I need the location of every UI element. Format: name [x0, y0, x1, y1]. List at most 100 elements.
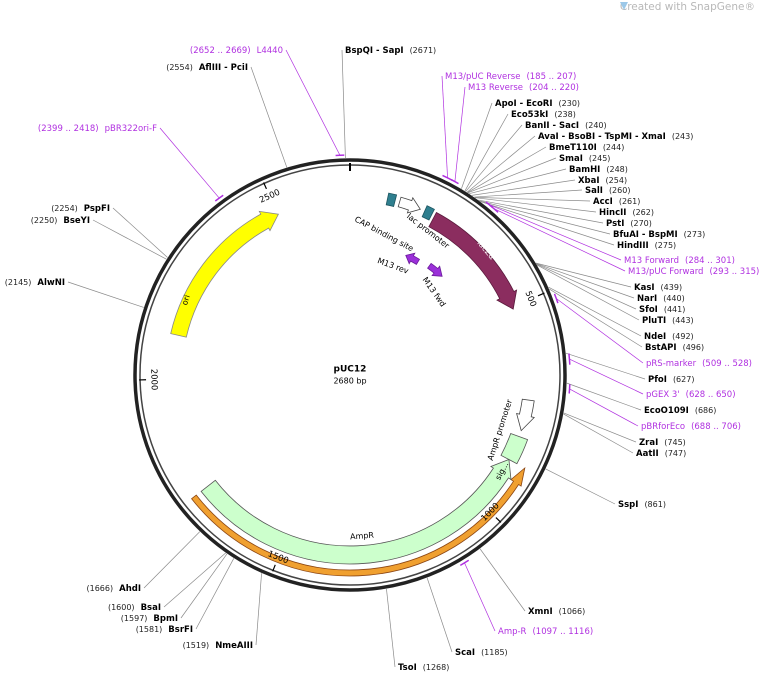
site-label: (2250) BseYI: [31, 216, 90, 226]
position: (441): [664, 305, 686, 314]
name: M13 Forward: [624, 256, 679, 266]
site-label: (1600) BsaI: [108, 603, 161, 613]
leader-line: [474, 189, 583, 198]
site-label: SfoI (441): [639, 305, 685, 315]
leader-line: [545, 468, 616, 505]
name: PfoI: [648, 375, 667, 385]
name: EcoO109I: [644, 406, 689, 416]
site-label: KasI (439): [634, 283, 682, 293]
leader-line: [536, 263, 635, 299]
position: (440): [663, 294, 685, 303]
name: AvaI - BsoBI - TspMI - XmaI: [538, 132, 666, 142]
position: (1581): [136, 625, 163, 634]
ruler-label: 2000: [148, 369, 159, 391]
leader-line: [469, 168, 567, 194]
site-label: BspQI - SapI (2671): [345, 46, 436, 56]
name: TsoI: [398, 663, 417, 673]
name: BspQI - SapI: [345, 46, 404, 56]
primer-leader: [569, 388, 639, 427]
primer-leader: [159, 127, 220, 199]
leader-line: [143, 531, 201, 589]
ori-arrow: [170, 210, 280, 338]
site-label: SalI (260): [585, 186, 630, 196]
site-label: XbaI (254): [578, 176, 627, 186]
name: PluTI: [642, 316, 666, 326]
plasmid-name: pUC12: [334, 365, 367, 375]
primer-label: pBRforEco (688 .. 706): [641, 422, 741, 432]
position: (2671): [410, 46, 437, 55]
feature-label: M13 fwd: [421, 276, 448, 309]
feature-label: ori: [180, 294, 192, 307]
site-label: (2145) AlwNI: [5, 278, 65, 288]
position: (439): [661, 283, 683, 292]
position: (230): [559, 99, 581, 108]
position: (243): [672, 132, 694, 141]
position: (1185): [481, 648, 508, 657]
name: AccI: [593, 197, 613, 207]
position: (2254): [51, 204, 78, 213]
site-label: BfuAI - BspMI (273): [613, 230, 705, 240]
position: (861): [644, 500, 666, 509]
leader-line: [195, 558, 235, 630]
site-label: SspI (861): [618, 500, 666, 510]
name: Amp-R: [498, 627, 527, 637]
name: pBRforEco: [641, 422, 685, 432]
name: ZraI: [639, 438, 658, 448]
name: AhdI: [119, 584, 141, 594]
name: BmeT110I: [549, 143, 597, 153]
ruler-label: 2500: [258, 188, 282, 206]
name: SalI: [585, 186, 603, 196]
position: (686): [695, 406, 717, 415]
leader-line: [250, 66, 288, 168]
primer-leader: [285, 49, 341, 156]
site-label: NarI (440): [637, 294, 685, 304]
position: (254): [606, 176, 628, 185]
primer-leader: [569, 358, 644, 395]
position: (284 .. 301): [685, 256, 735, 266]
position: (275): [655, 241, 677, 250]
site-label: BstAPI (496): [645, 343, 704, 353]
leader-line: [465, 124, 523, 192]
name: pGEX 3': [646, 390, 680, 400]
primer-leader: [441, 75, 448, 178]
position: (627): [673, 375, 695, 384]
site-label: (1597) BpmI: [121, 614, 178, 624]
leader-line: [474, 197, 591, 202]
leader-line: [466, 135, 536, 193]
primer-leader: [493, 208, 626, 272]
site-label: SmaI (245): [559, 154, 610, 164]
position: (2250): [31, 216, 58, 225]
backbone-outer: [133, 158, 567, 592]
leader-line: [67, 281, 144, 308]
name: PstI: [606, 219, 624, 229]
name: AatII: [636, 449, 659, 459]
position: (2554): [166, 63, 193, 72]
position: (2145): [5, 278, 32, 287]
leader-line: [386, 588, 396, 668]
position: (260): [609, 186, 631, 195]
feature-label: AmpR: [350, 531, 375, 542]
name: M13/pUC Reverse: [445, 72, 520, 82]
position: (1666): [87, 584, 114, 593]
leader-line: [565, 352, 646, 380]
credit: Created with SnapGene®: [620, 1, 755, 13]
name: AflIII - PciI: [199, 63, 248, 73]
leader-line: [479, 200, 611, 235]
leader-line: [471, 179, 576, 196]
site-label: ScaI (1185): [455, 648, 508, 658]
site-label: NdeI (492): [644, 332, 694, 342]
feature-label: CAP binding site: [353, 215, 415, 254]
site-label: XmnI (1066): [528, 607, 585, 617]
plasmid-size: 2680 bp: [333, 377, 366, 386]
ruler-tick: [537, 292, 545, 297]
primer-leader: [454, 86, 466, 182]
name: PspFI: [84, 204, 110, 214]
leader-line: [549, 288, 643, 348]
name: M13/pUC Forward: [628, 267, 703, 277]
position: (248): [606, 165, 628, 174]
operator-box: [421, 205, 435, 221]
position: (747): [665, 449, 687, 458]
ruler-tick: [272, 564, 276, 572]
ruler-tick: [263, 182, 267, 190]
